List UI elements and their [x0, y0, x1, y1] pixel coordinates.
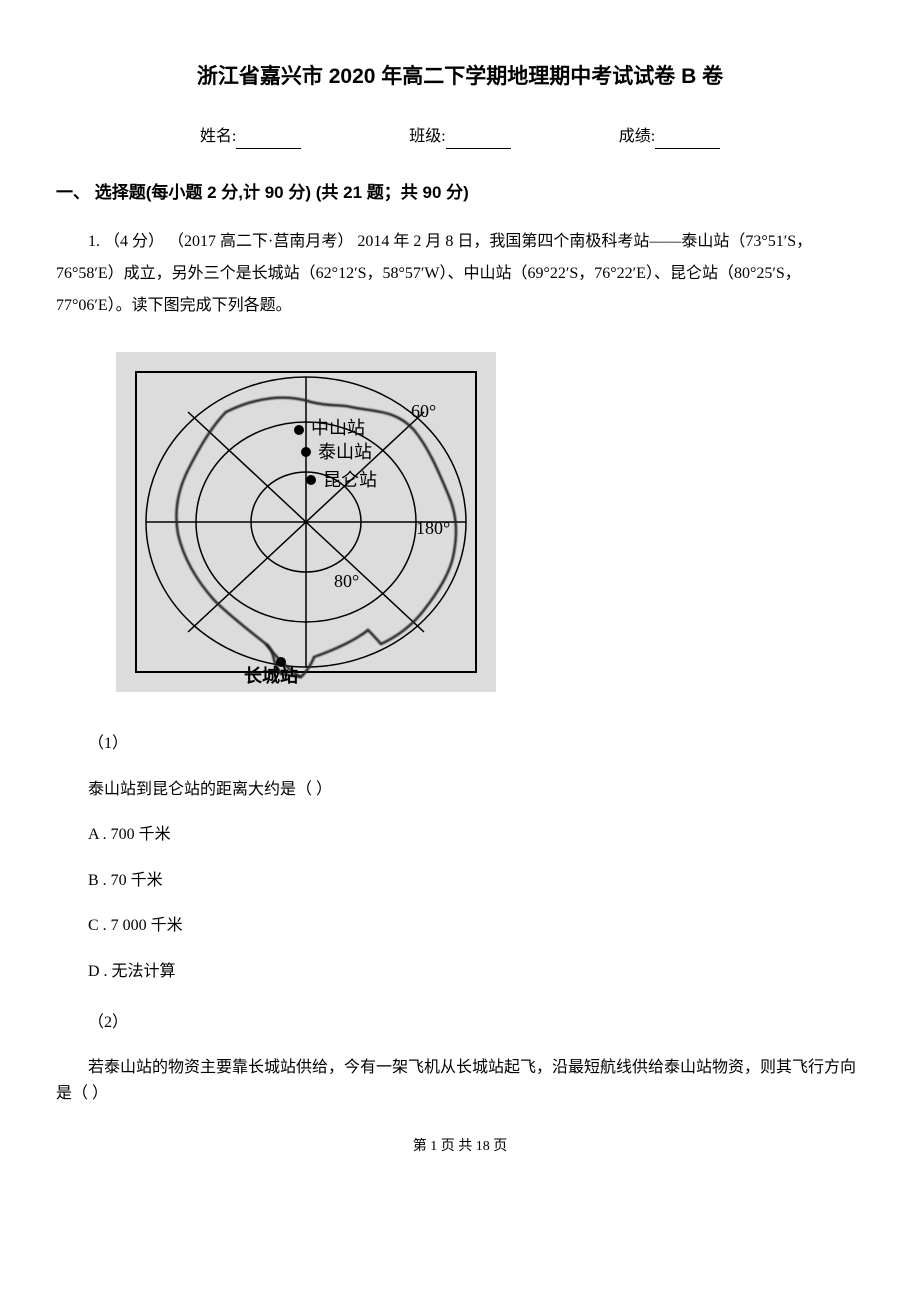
lat80-label: 80°	[334, 571, 359, 591]
name-label: 姓名:	[200, 124, 236, 150]
score-label: 成绩:	[619, 124, 655, 150]
q1-1-opt-c: C . 7 000 千米	[56, 913, 864, 939]
q1-stem: 1. （4 分） （2017 高二下·莒南月考） 2014 年 2 月 8 日，…	[56, 226, 864, 322]
page-title: 浙江省嘉兴市 2020 年高二下学期地理期中考试试卷 B 卷	[56, 60, 864, 94]
student-info-line: 姓名: 班级: 成绩:	[56, 124, 864, 150]
page-footer: 第 1 页 共 18 页	[56, 1136, 864, 1158]
taishan-dot	[301, 447, 311, 457]
antarctica-map: 60° 180° 80° 中山站 泰山站 昆仑站 长城站	[116, 352, 864, 701]
section-header: 一、 选择题(每小题 2 分,计 90 分) (共 21 题；共 90 分)	[56, 179, 864, 206]
q1-1-opt-a: A . 700 千米	[56, 822, 864, 848]
q1-1-opt-b: B . 70 千米	[56, 868, 864, 894]
q1-1-text: 泰山站到昆仑站的距离大约是（ ）	[56, 777, 864, 803]
zhongshan-label: 中山站	[311, 418, 365, 438]
class-blank	[446, 130, 511, 149]
lat60-label: 60°	[411, 401, 436, 421]
q1-1-opt-d: D . 无法计算	[56, 959, 864, 985]
lon180-label: 180°	[416, 518, 450, 538]
q1-2-num: （2）	[56, 1010, 864, 1036]
name-blank	[236, 130, 301, 149]
changcheng-label: 长城站	[244, 665, 298, 686]
score-blank	[655, 130, 720, 149]
taishan-label: 泰山站	[318, 442, 372, 462]
zhongshan-dot	[294, 425, 304, 435]
q1-1-num: （1）	[56, 731, 864, 757]
q1-2-text: 若泰山站的物资主要靠长城站供给，今有一架飞机从长城站起飞，沿最短航线供给泰山站物…	[56, 1055, 864, 1106]
kunlun-dot	[306, 475, 316, 485]
class-label: 班级:	[409, 124, 445, 150]
kunlun-label: 昆仑站	[323, 470, 377, 490]
